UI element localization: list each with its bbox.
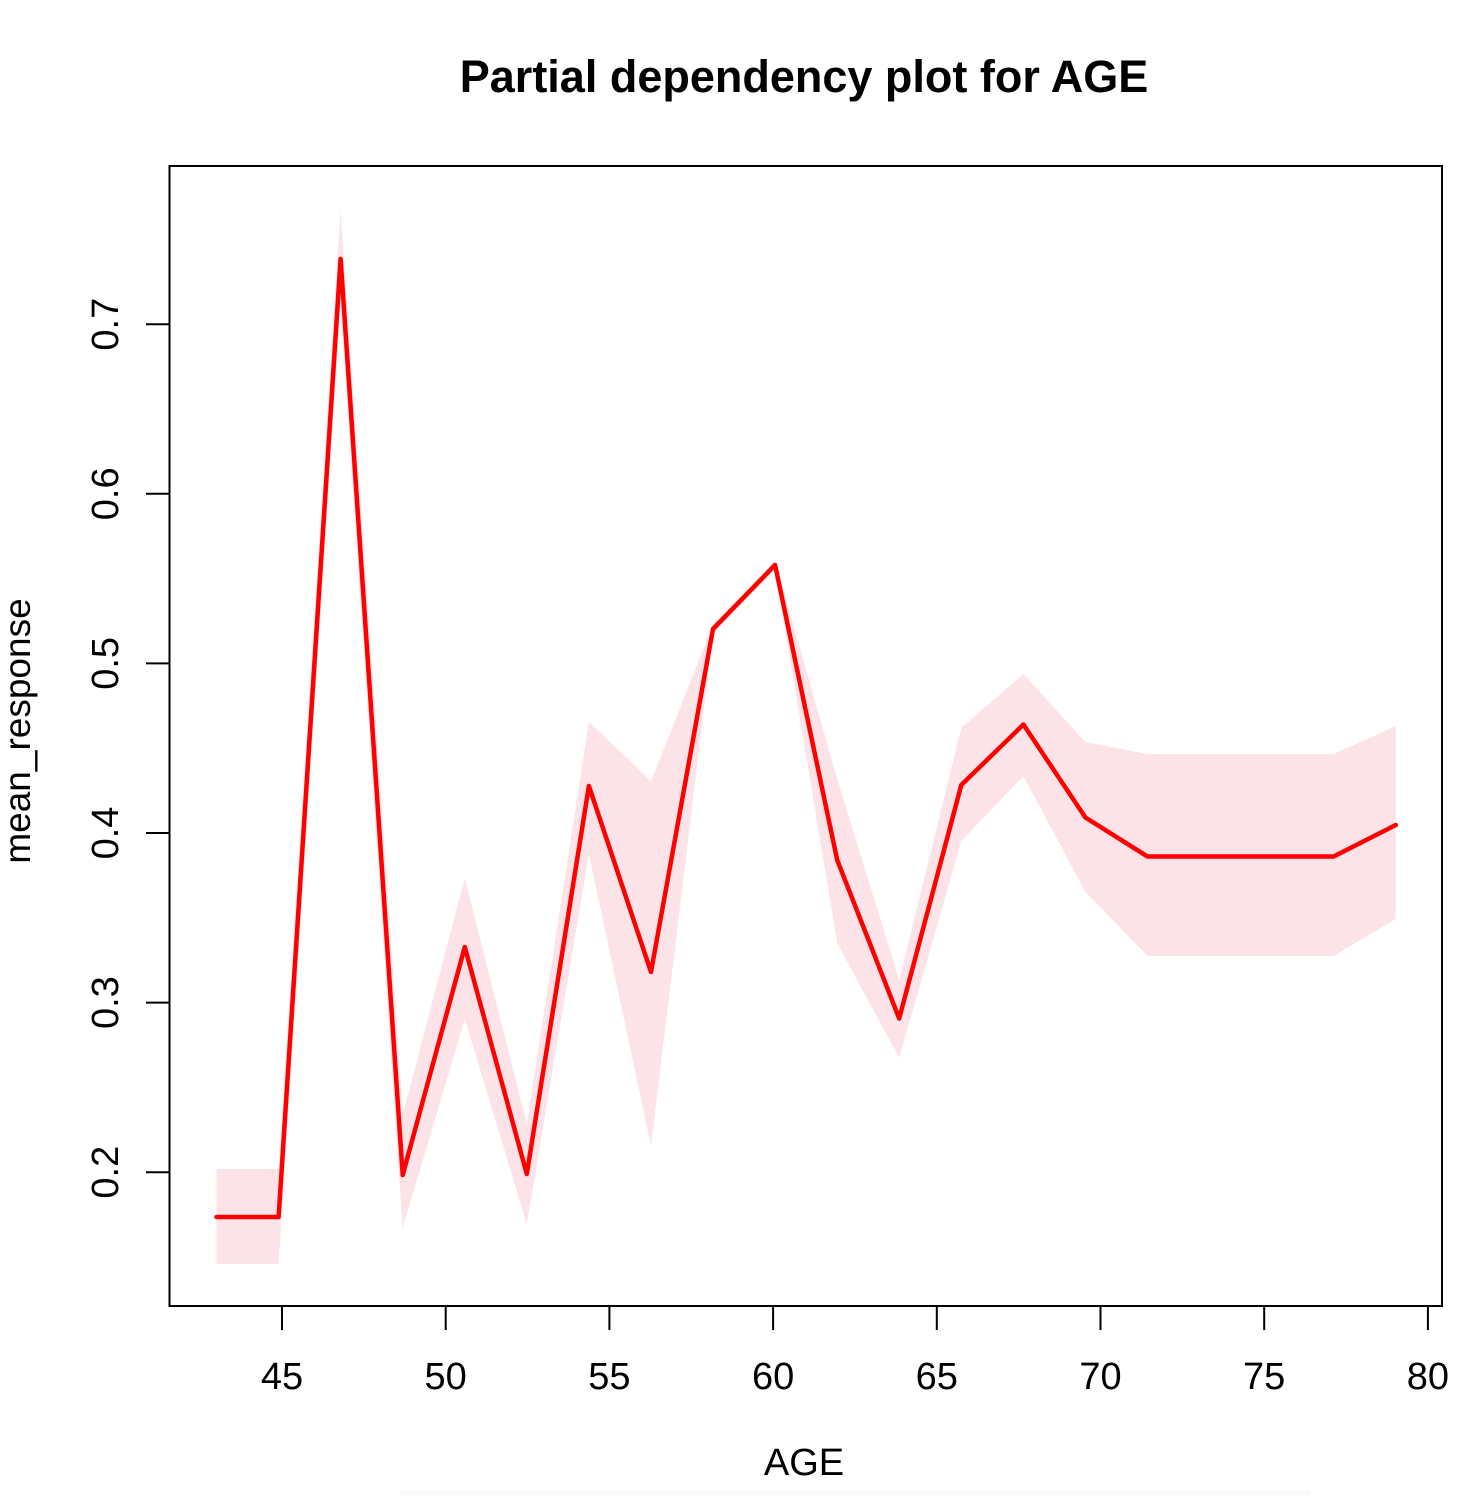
svg-text:80: 80 [1407, 1356, 1449, 1398]
svg-text:0.4: 0.4 [85, 807, 127, 860]
svg-text:60: 60 [752, 1356, 794, 1398]
svg-text:0.2: 0.2 [85, 1146, 127, 1199]
svg-text:75: 75 [1243, 1356, 1285, 1398]
svg-text:0.5: 0.5 [85, 637, 127, 690]
svg-text:Partial dependency plot for AG: Partial dependency plot for AGE [460, 51, 1148, 102]
svg-text:45: 45 [261, 1356, 303, 1398]
svg-text:70: 70 [1079, 1356, 1121, 1398]
svg-text:55: 55 [588, 1356, 630, 1398]
svg-text:50: 50 [425, 1356, 467, 1398]
svg-text:0.6: 0.6 [85, 467, 127, 520]
svg-text:65: 65 [916, 1356, 958, 1398]
svg-text:0.7: 0.7 [85, 298, 127, 351]
svg-text:AGE: AGE [764, 1442, 844, 1484]
svg-text:mean_response: mean_response [0, 598, 38, 863]
svg-text:0.3: 0.3 [85, 976, 127, 1029]
